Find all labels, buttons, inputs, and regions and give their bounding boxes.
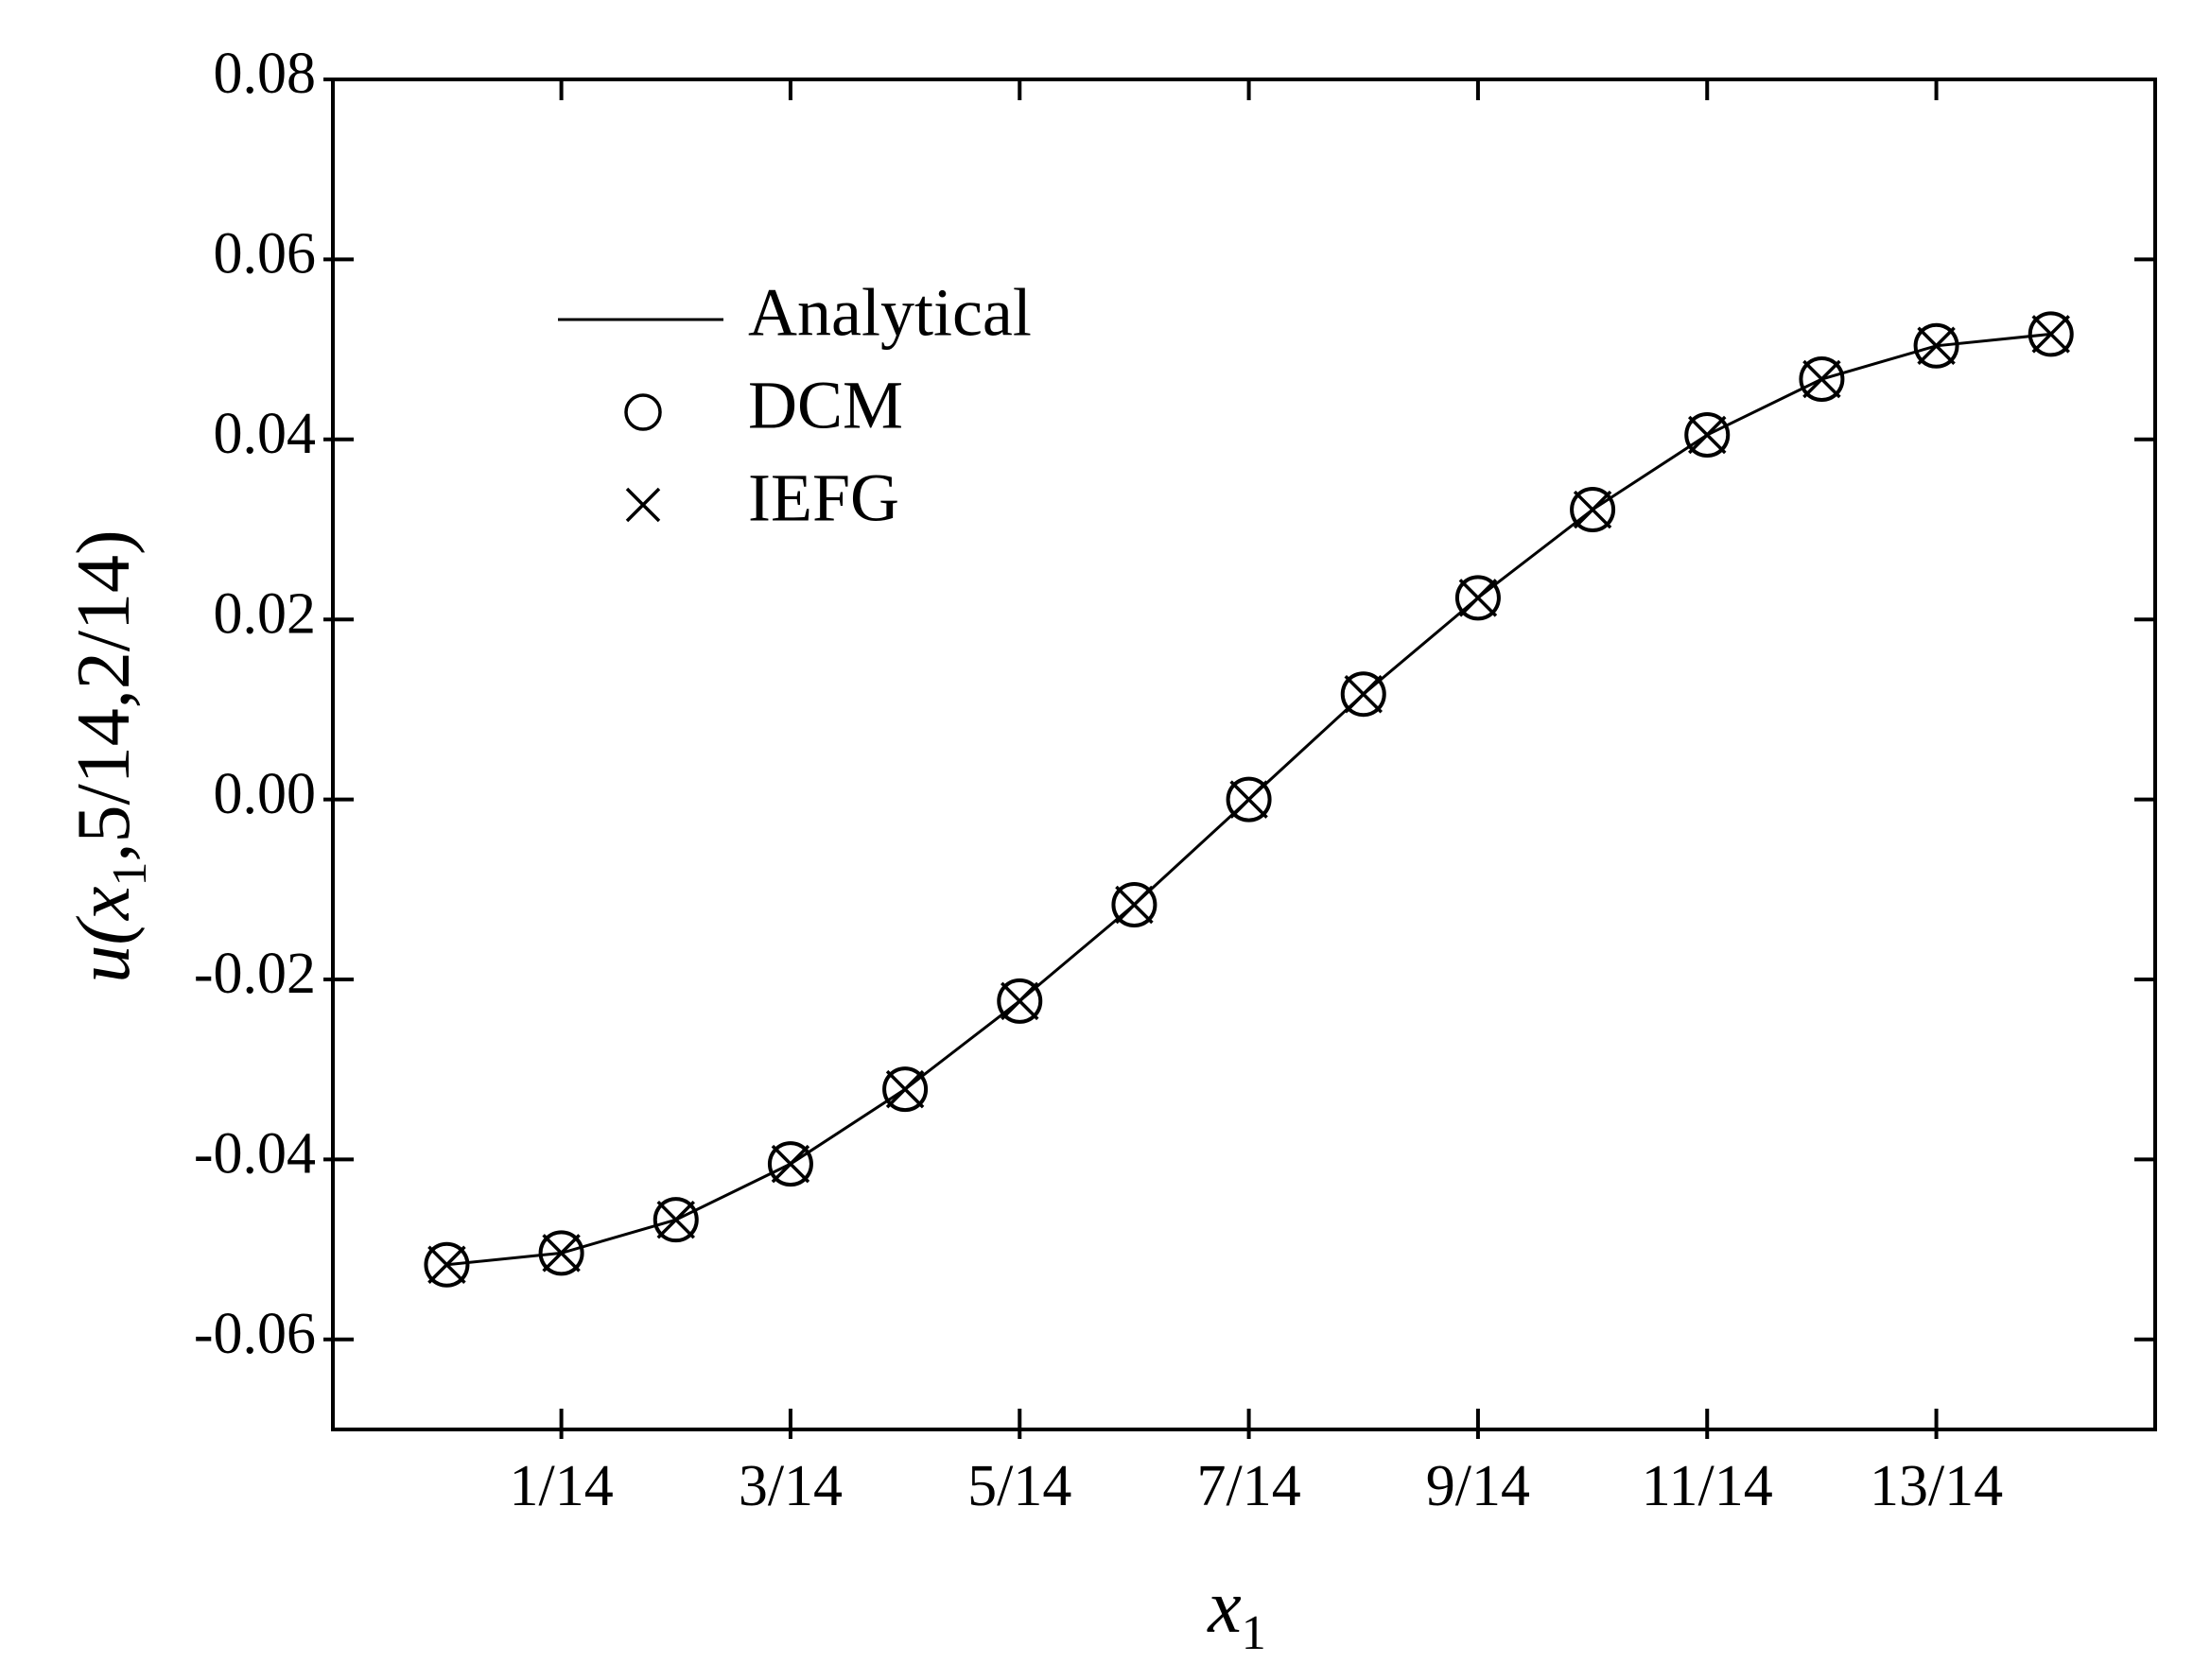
y-label-sub: 1 — [103, 861, 157, 886]
legend-label: IEFG — [748, 460, 899, 536]
dcm-marker — [1799, 356, 1845, 403]
y-label-rest: ,5/14,2/14) — [62, 529, 146, 861]
iefg-marker — [2031, 315, 2070, 354]
dcm-marker — [767, 1141, 813, 1187]
dcm-marker — [1226, 776, 1272, 823]
legend-cross — [625, 487, 661, 523]
legend-label: DCM — [748, 368, 903, 443]
dcm-marker — [2028, 311, 2074, 357]
y-tick-label: 0.00 — [214, 762, 317, 826]
y-tick-label: -0.02 — [194, 942, 316, 1006]
iefg-marker — [885, 1069, 925, 1109]
y-label-var: x — [62, 886, 146, 921]
iefg-marker — [1688, 415, 1727, 455]
iefg-marker — [1115, 885, 1154, 925]
x-tick-label: 11/14 — [1642, 1454, 1773, 1518]
plot-frame — [331, 78, 2157, 1431]
dcm-marker — [538, 1230, 584, 1276]
legend-label: Analytical — [748, 275, 1032, 351]
x-label-var: x — [1207, 1566, 1242, 1649]
iefg-marker — [1344, 674, 1383, 714]
x-tick-label: 9/14 — [1426, 1454, 1530, 1518]
x-tick-label: 5/14 — [967, 1454, 1071, 1518]
dcm-marker — [1454, 575, 1501, 621]
iefg-marker — [1917, 326, 1956, 366]
dcm-marker — [1340, 671, 1386, 718]
x-axis-label: x1 — [1207, 1566, 1266, 1660]
x-tick-label: 7/14 — [1196, 1454, 1300, 1518]
y-tick-label: -0.04 — [194, 1122, 316, 1186]
y-tick-label: 0.02 — [214, 581, 317, 646]
iefg-marker — [1458, 579, 1498, 617]
iefg-marker — [427, 1245, 466, 1285]
dcm-marker — [653, 1197, 699, 1243]
iefg-marker — [656, 1200, 696, 1239]
y-tick-label: 0.06 — [214, 222, 317, 286]
y-label-fn: u( — [62, 916, 146, 983]
y-axis-label: u(x1,5/14,2/14) — [62, 529, 157, 982]
dcm-marker — [1111, 881, 1157, 927]
iefg-marker — [1573, 490, 1612, 529]
dcm-marker — [882, 1066, 929, 1113]
iefg-marker — [1229, 780, 1268, 819]
dcm-marker — [997, 978, 1043, 1024]
y-tick-label: 0.08 — [214, 42, 317, 106]
y-tick-label: 0.04 — [214, 402, 317, 466]
dcm-marker — [1913, 322, 1959, 369]
x-tick-label: 13/14 — [1870, 1454, 2003, 1518]
iefg-marker — [1802, 359, 1841, 399]
iefg-marker — [1001, 981, 1039, 1021]
dcm-marker — [1684, 412, 1731, 459]
x-tick-label: 1/14 — [509, 1454, 613, 1518]
iefg-marker — [771, 1144, 810, 1184]
dcm-marker — [424, 1241, 470, 1288]
dcm-marker — [1570, 487, 1616, 533]
x-label-sub: 1 — [1242, 1606, 1266, 1660]
x-tick-label: 3/14 — [739, 1454, 843, 1518]
legend-circle — [624, 393, 662, 431]
y-tick-label: -0.06 — [194, 1302, 316, 1366]
iefg-marker — [542, 1234, 581, 1273]
